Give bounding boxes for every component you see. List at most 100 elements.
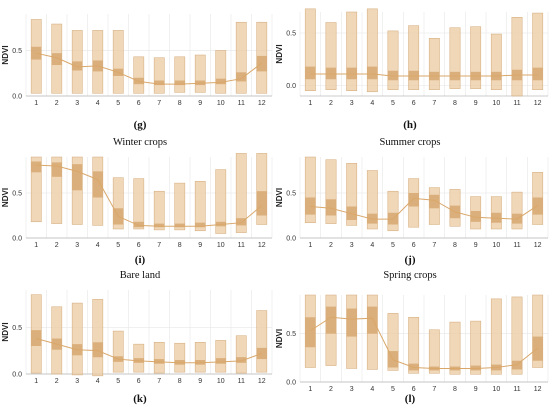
x-tick-label: 8 <box>178 378 182 385</box>
x-tick-label: 7 <box>432 100 436 107</box>
median-line <box>36 52 263 85</box>
x-tick-label: 4 <box>370 100 374 107</box>
box-iqr-8 <box>174 223 185 228</box>
x-tick-label: 5 <box>391 242 395 249</box>
box-iqr-2 <box>325 199 337 216</box>
median-line <box>36 338 262 364</box>
x-tick-label: 11 <box>513 242 520 249</box>
box-range-7 <box>428 329 440 374</box>
x-tick-label: 4 <box>96 378 100 385</box>
box-iqr-3 <box>346 67 357 80</box>
panel-label: (k) <box>133 393 147 405</box>
box-range-9 <box>194 54 206 93</box>
box-range-6 <box>408 316 420 374</box>
y-axis-label: NDVI <box>275 329 284 348</box>
x-tick-label: 12 <box>534 386 542 393</box>
box-range-8 <box>174 56 186 93</box>
box-iqr-12 <box>532 67 543 81</box>
x-tick-label: 1 <box>34 100 38 107</box>
box-range-5 <box>387 313 399 371</box>
x-tick-label: 9 <box>474 242 478 249</box>
box-range-8 <box>174 342 186 373</box>
box-iqr-1 <box>305 317 316 348</box>
x-tick-label: 2 <box>55 378 59 385</box>
x-tick-label: 5 <box>116 242 120 249</box>
x-tick-label: 8 <box>453 386 457 393</box>
x-tick-label: 12 <box>534 100 542 107</box>
panel-label: (h) <box>403 119 417 131</box>
box-iqr-1 <box>31 161 42 173</box>
box-range-5 <box>112 177 124 230</box>
x-tick-label: 9 <box>198 100 202 107</box>
panel-label: (l) <box>405 393 416 405</box>
x-tick-label: 6 <box>137 242 141 249</box>
box-range-8 <box>449 321 461 375</box>
x-tick-label: 7 <box>432 386 436 393</box>
box-range-11 <box>511 296 523 375</box>
x-tick-label: 8 <box>178 242 182 249</box>
x-tick-label: 6 <box>137 100 141 107</box>
y-axis-label: NDVI <box>1 45 10 64</box>
box-range-12 <box>532 294 544 368</box>
box-iqr-7 <box>429 194 440 209</box>
x-tick-label: 8 <box>178 100 182 107</box>
x-tick-label: 7 <box>432 242 436 249</box>
x-tick-label: 10 <box>217 100 225 107</box>
box-range-2 <box>51 156 63 224</box>
x-tick-label: 3 <box>350 100 354 107</box>
median-line <box>310 197 538 220</box>
box-iqr-2 <box>51 162 62 177</box>
box-range-4 <box>366 170 378 230</box>
box-range-5 <box>387 190 399 232</box>
box-range-1 <box>304 8 316 92</box>
box-range-8 <box>449 27 461 89</box>
box-range-1 <box>304 156 316 223</box>
box-range-9 <box>194 342 206 373</box>
box-iqr-4 <box>367 306 378 334</box>
y-axis-label: NDVI <box>1 322 10 341</box>
box-range-9 <box>470 320 482 375</box>
y-tick-label: 0.5 <box>286 331 296 338</box>
box-iqr-2 <box>325 306 337 334</box>
x-tick-label: 1 <box>308 386 312 393</box>
x-tick-label: 8 <box>453 100 457 107</box>
box-range-6 <box>408 25 420 90</box>
x-tick-label: 12 <box>258 378 266 385</box>
x-tick-label: 2 <box>55 242 59 249</box>
box-range-7 <box>153 190 165 231</box>
box-range-1 <box>30 156 42 223</box>
box-iqr-2 <box>51 53 62 66</box>
box-range-5 <box>112 30 124 94</box>
box-range-5 <box>387 30 399 90</box>
y-tick-label: 0.0 <box>12 372 22 379</box>
box-iqr-4 <box>367 66 378 80</box>
box-iqr-6 <box>408 193 419 207</box>
x-tick-label: 8 <box>453 242 457 249</box>
x-tick-label: 10 <box>492 386 500 393</box>
y-tick-label: 0.0 <box>286 83 296 90</box>
x-tick-label: 12 <box>534 242 542 249</box>
caption-bare-land: Bare land <box>120 270 161 281</box>
panel-label: (j) <box>405 254 416 266</box>
x-tick-label: 3 <box>350 386 354 393</box>
x-tick-label: 12 <box>258 100 266 107</box>
x-tick-label: 3 <box>75 378 79 385</box>
box-range-7 <box>153 57 165 94</box>
box-iqr-3 <box>346 308 357 337</box>
x-tick-label: 7 <box>157 378 161 385</box>
box-iqr-7 <box>154 80 165 86</box>
y-tick-label: 0.5 <box>286 31 296 38</box>
box-iqr-9 <box>195 222 206 228</box>
x-tick-label: 1 <box>34 242 38 249</box>
x-tick-label: 5 <box>116 378 120 385</box>
x-tick-label: 5 <box>391 100 395 107</box>
x-tick-label: 2 <box>329 386 333 393</box>
box-range-2 <box>325 159 337 224</box>
x-tick-label: 5 <box>116 100 120 107</box>
box-range-11 <box>235 153 247 233</box>
box-range-9 <box>194 181 206 232</box>
panel-label: (i) <box>135 254 146 266</box>
